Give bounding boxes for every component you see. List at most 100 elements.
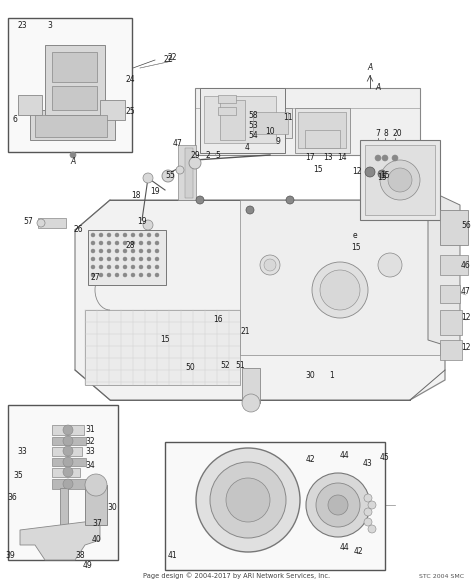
Circle shape bbox=[91, 233, 95, 237]
Circle shape bbox=[115, 273, 119, 277]
Circle shape bbox=[155, 257, 159, 261]
Circle shape bbox=[115, 249, 119, 253]
Circle shape bbox=[123, 249, 127, 253]
Text: 21: 21 bbox=[240, 328, 250, 336]
Text: 2: 2 bbox=[206, 151, 210, 160]
Circle shape bbox=[364, 494, 372, 502]
Text: 18: 18 bbox=[131, 191, 141, 200]
Bar bbox=[52, 468, 80, 477]
Circle shape bbox=[63, 457, 73, 467]
Bar bbox=[298, 112, 346, 148]
Circle shape bbox=[162, 170, 174, 182]
Circle shape bbox=[196, 196, 204, 204]
Circle shape bbox=[143, 220, 153, 230]
Circle shape bbox=[368, 501, 376, 509]
Circle shape bbox=[155, 241, 159, 245]
Circle shape bbox=[139, 249, 143, 253]
Text: Page design © 2004-2017 by ARI Network Services, Inc.: Page design © 2004-2017 by ARI Network S… bbox=[144, 573, 330, 579]
Circle shape bbox=[378, 253, 402, 277]
Circle shape bbox=[139, 233, 143, 237]
Text: 39: 39 bbox=[5, 551, 15, 559]
Bar bbox=[8, 18, 132, 152]
Polygon shape bbox=[75, 200, 445, 400]
Text: 17: 17 bbox=[305, 153, 315, 163]
Circle shape bbox=[388, 168, 412, 192]
Circle shape bbox=[264, 259, 276, 271]
Text: 12: 12 bbox=[352, 167, 362, 177]
Text: 28: 28 bbox=[125, 241, 135, 249]
Bar bbox=[200, 88, 285, 153]
Text: 19: 19 bbox=[150, 187, 160, 197]
Circle shape bbox=[70, 152, 76, 158]
Circle shape bbox=[63, 436, 73, 446]
Bar bbox=[38, 218, 66, 228]
Circle shape bbox=[155, 273, 159, 277]
Bar bbox=[220, 100, 245, 140]
Text: 12: 12 bbox=[461, 342, 471, 352]
Bar bbox=[52, 458, 86, 466]
Circle shape bbox=[312, 262, 368, 318]
Bar bbox=[52, 447, 82, 456]
Text: 29: 29 bbox=[190, 151, 200, 160]
Polygon shape bbox=[30, 110, 115, 140]
Text: 23: 23 bbox=[17, 22, 27, 31]
Bar bbox=[253, 112, 288, 134]
Circle shape bbox=[147, 233, 151, 237]
Circle shape bbox=[139, 257, 143, 261]
Polygon shape bbox=[20, 520, 100, 560]
Circle shape bbox=[115, 257, 119, 261]
Text: 1: 1 bbox=[329, 370, 334, 380]
Circle shape bbox=[364, 518, 372, 526]
Text: 55: 55 bbox=[165, 170, 175, 180]
Circle shape bbox=[37, 219, 45, 227]
Text: 49: 49 bbox=[83, 561, 93, 569]
Circle shape bbox=[131, 233, 135, 237]
Circle shape bbox=[99, 257, 103, 261]
Bar bbox=[88, 230, 166, 285]
Bar bbox=[8, 405, 118, 560]
Circle shape bbox=[143, 173, 153, 183]
Text: 40: 40 bbox=[92, 535, 102, 545]
Text: STC 2004 SMC: STC 2004 SMC bbox=[419, 573, 465, 579]
Circle shape bbox=[147, 241, 151, 245]
Circle shape bbox=[242, 394, 260, 412]
Text: 41: 41 bbox=[167, 552, 177, 561]
Bar bbox=[440, 255, 468, 275]
Circle shape bbox=[123, 233, 127, 237]
Text: 22: 22 bbox=[163, 56, 173, 65]
Circle shape bbox=[139, 241, 143, 245]
Text: 37: 37 bbox=[92, 518, 102, 528]
Text: 27: 27 bbox=[90, 274, 100, 282]
Text: 35: 35 bbox=[13, 471, 23, 480]
Bar bbox=[360, 140, 440, 220]
Text: 51: 51 bbox=[235, 360, 245, 369]
Text: 24: 24 bbox=[125, 76, 135, 85]
Text: 45: 45 bbox=[380, 454, 390, 463]
Circle shape bbox=[378, 170, 386, 178]
Circle shape bbox=[316, 483, 360, 527]
Circle shape bbox=[176, 166, 184, 174]
Circle shape bbox=[306, 473, 370, 537]
Circle shape bbox=[131, 249, 135, 253]
Bar bbox=[85, 485, 107, 525]
Circle shape bbox=[147, 265, 151, 269]
Circle shape bbox=[99, 233, 103, 237]
Circle shape bbox=[189, 157, 201, 169]
Circle shape bbox=[246, 206, 254, 214]
Bar bbox=[185, 148, 193, 198]
Text: 42: 42 bbox=[305, 456, 315, 464]
Circle shape bbox=[365, 167, 375, 177]
Bar bbox=[440, 285, 460, 303]
Bar bbox=[178, 145, 196, 200]
Circle shape bbox=[382, 155, 388, 161]
Text: 33: 33 bbox=[17, 447, 27, 457]
Text: 32: 32 bbox=[85, 437, 95, 447]
Circle shape bbox=[107, 249, 111, 253]
Circle shape bbox=[286, 196, 294, 204]
Text: e: e bbox=[353, 231, 357, 239]
Circle shape bbox=[99, 265, 103, 269]
Polygon shape bbox=[18, 95, 42, 115]
Text: 3: 3 bbox=[47, 22, 53, 31]
Text: 44: 44 bbox=[340, 544, 350, 552]
Circle shape bbox=[196, 448, 300, 552]
